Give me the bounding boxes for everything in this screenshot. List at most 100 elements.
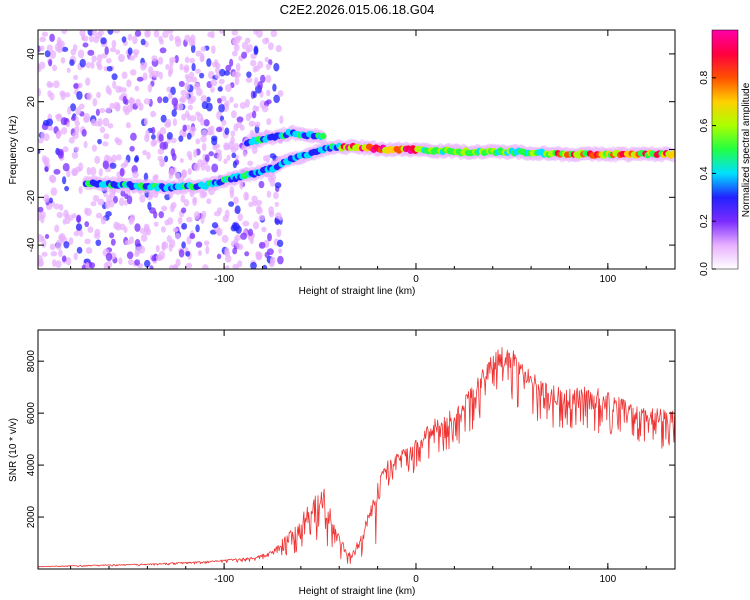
spectrogram-noise-mark [144,259,151,268]
spectrogram-noise-mark [38,138,44,144]
spectrogram-noise-mark [222,214,229,223]
spectrogram-noise-mark [151,139,158,146]
spectrogram-noise-mark [54,224,60,233]
spectrogram-noise-mark [55,260,62,268]
spectrogram-noise-mark [186,150,192,158]
spectrogram-noise-mark [56,45,63,53]
spectrogram-noise-mark [118,53,125,63]
snr-panel: -100 0 100 2000 4000 6000 8000 Height of strai… [8,329,676,597]
spectrogram-noise-mark [95,212,103,219]
spectrogram-noise-mark [224,247,230,255]
spectrogram-noise-mark [231,71,239,78]
spectrogram-noise-mark [200,46,207,52]
spectrogram-noise-mark [171,109,177,117]
spectrogram-noise-mark [206,58,212,67]
spectrogram-noise-mark [178,80,185,88]
spectrogram-noise-mark [267,42,274,51]
spectrogram-noise-mark [248,120,256,127]
spectrogram-noise-mark [95,108,100,116]
spectrogram-noise-mark [97,138,102,145]
spectrogram-noise-mark [82,35,89,42]
spectrogram-noise-mark [264,56,269,63]
spectrogram-noise-mark [181,169,188,178]
spectrogram-noise-mark [87,49,95,56]
spectrogram-noise-mark [234,205,241,215]
spectrogram-noise-mark [48,59,53,67]
spectrogram-noise-mark [190,44,196,54]
spectrogram-noise-mark [96,54,103,63]
spectrogram-noise-mark [41,31,49,37]
spectrogram-noise-mark [63,241,70,249]
spectrogram-noise-mark [146,228,152,236]
spectrogram-noise-mark [175,172,181,180]
spectrogram-noise-mark [178,249,185,258]
spectrogram-noise-mark [105,107,112,114]
spectrogram-noise-mark [206,198,212,205]
spectrogram-noise-mark [231,30,239,36]
spectrogram-noise-mark [44,50,51,58]
spectrogram-noise-mark [147,201,152,211]
spectrogram-noise-mark [133,51,139,58]
spectrogram-noise-mark [158,211,164,219]
spectrogram-noise-mark [276,228,282,238]
spectrogram-noise-mark [202,264,209,269]
spectrogram-noise-mark [231,152,237,159]
spectrogram-noise-mark [223,70,231,76]
spectrogram-noise-mark [206,96,211,103]
spectrogram-noise-mark [200,95,208,103]
spectrogram-noise-mark [197,159,204,167]
spectrogram-noise-mark [73,83,79,89]
spectrogram-noise-mark [226,154,231,161]
spectrogram-x-tick-label: 100 [600,274,617,285]
spectrogram-noise-mark [213,211,221,217]
spectrogram-noise-mark [56,211,63,219]
spectrogram-noise-mark [161,205,168,212]
spectrogram-noise-mark [142,72,148,81]
spectrogram-noise-mark [200,135,207,143]
spectrogram-noise-mark [90,118,97,127]
spectrogram-noise-mark [57,148,64,157]
spectrogram-noise-mark [195,50,202,57]
spectrogram-noise-mark [65,257,72,266]
spectrogram-x-tick-label: -100 [214,274,234,285]
spectrogram-noise-mark [187,104,194,111]
spectrogram-noise-mark [73,230,80,237]
spectrogram-noise-mark [165,63,170,70]
spectrogram-noise-mark [91,144,97,152]
spectrogram-noise-mark [114,137,120,144]
spectrogram-noise-mark [171,97,178,107]
spectrogram-noise-mark [71,151,79,159]
spectrogram-noise-mark [40,214,45,224]
spectrogram-noise-mark [265,154,271,164]
spectrogram-noise-mark [218,30,225,35]
spectrogram-noise-mark [64,92,71,98]
spectrogram-noise-mark [233,196,239,205]
spectrogram-noise-mark [210,78,218,87]
spectrogram-noise-mark [155,244,160,253]
spectrogram-noise-mark [126,251,134,260]
spectrogram-noise-mark [251,110,257,119]
spectrogram-noise-mark [139,194,146,203]
spectrogram-noise-mark [192,149,198,158]
spectrogram-noise-mark [143,98,151,105]
spectrogram-noise-mark [191,62,196,72]
snr-ticks: -100 0 100 2000 4000 6000 8000 [26,330,675,585]
spectrogram-noise-mark [229,185,235,195]
spectrogram-noise-mark [189,126,197,133]
spectrogram-noise-mark [176,103,184,111]
spectrogram-noise-mark [68,137,75,144]
spectrogram-noise-mark [171,153,177,161]
spectrogram-noise-mark [126,195,133,205]
snr-frame [37,329,676,570]
spectrogram-noise-mark [84,221,90,228]
spectrogram-noise-mark [39,45,45,52]
spectrogram-noise-mark [236,243,244,250]
spectrogram-noise-mark [129,214,136,221]
spectrogram-noise-mark [178,135,184,142]
spectrogram-noise-mark [182,124,187,132]
spectrogram-noise-mark [262,264,268,269]
spectrogram-noise-mark [151,255,158,262]
spectrogram-noise-mark [193,211,200,220]
spectrogram-noise-mark [110,238,116,246]
spectrogram-noise-mark [106,65,113,72]
